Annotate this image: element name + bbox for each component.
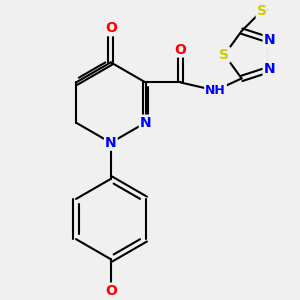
Text: NH: NH — [205, 84, 226, 97]
Text: S: S — [257, 4, 267, 18]
Text: N: N — [264, 33, 275, 47]
Text: O: O — [105, 21, 117, 35]
Text: N: N — [140, 116, 152, 130]
Text: N: N — [264, 62, 275, 76]
Text: S: S — [219, 48, 230, 62]
Text: N: N — [105, 136, 117, 150]
Text: O: O — [175, 43, 187, 56]
Text: O: O — [105, 284, 117, 298]
